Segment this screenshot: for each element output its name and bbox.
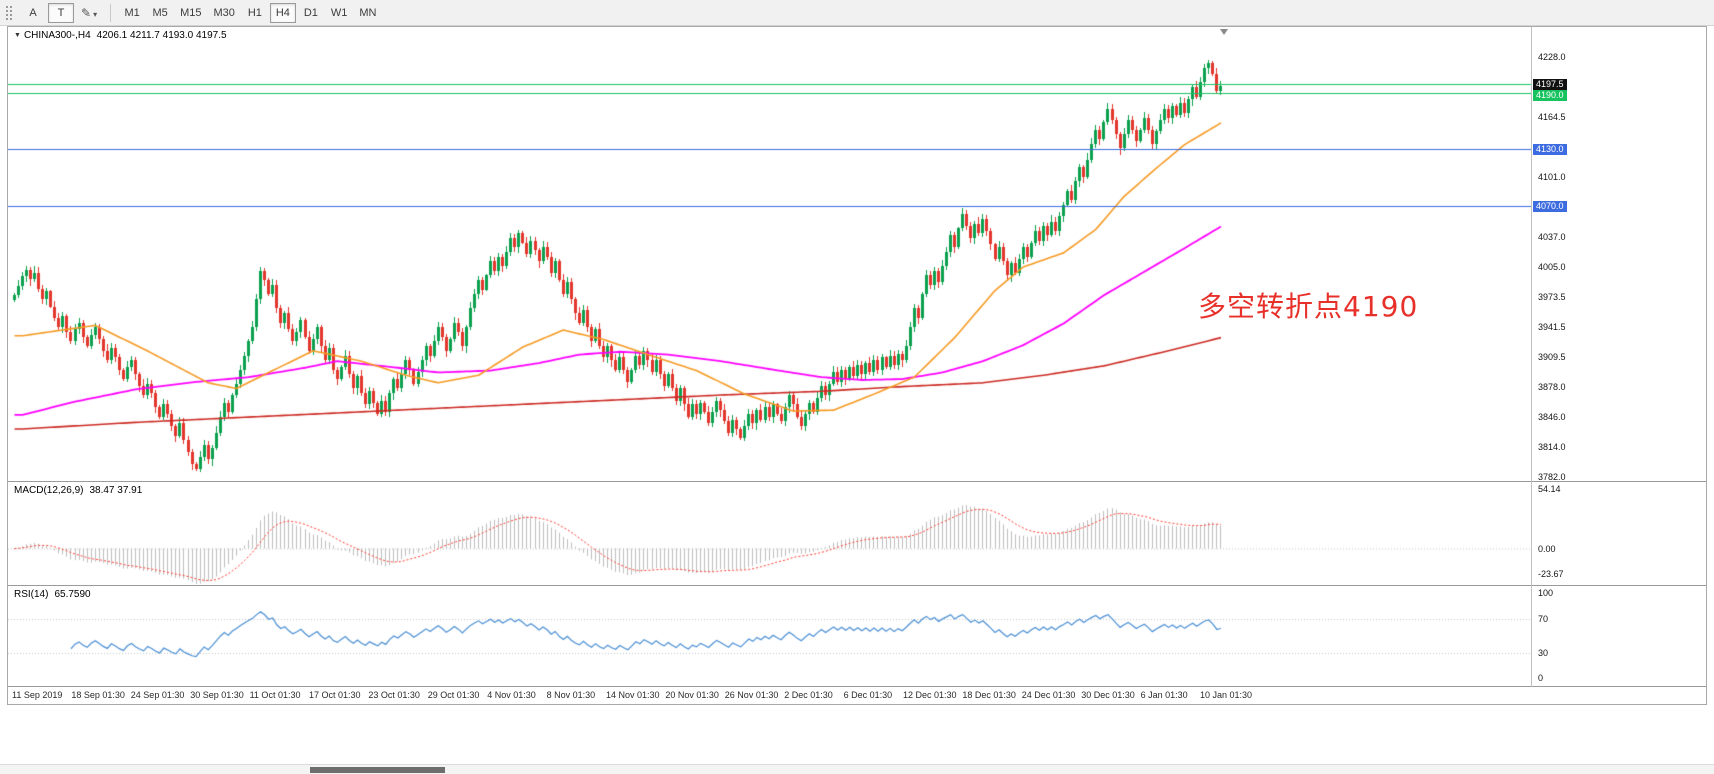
symbol-triangle-icon[interactable]: ▼ [14,32,21,39]
timeframe-d1[interactable]: D1 [298,3,324,23]
price-chart-canvas[interactable] [8,27,1531,481]
chart-shift-marker[interactable] [1220,29,1228,35]
date-axis-label: 29 Oct 01:30 [427,690,480,700]
macd-axis-label: 54.14 [1538,484,1561,495]
timeframe-h1[interactable]: H1 [242,3,268,23]
rsi-axis-label: 100 [1538,588,1554,598]
pencil-icon: ✎ [81,5,92,20]
draw-tool-button[interactable]: ✎ ▾ [76,3,102,23]
timeframe-w1[interactable]: W1 [326,3,353,23]
date-axis-label: 30 Dec 01:30 [1081,690,1135,700]
date-axis-label: 4 Nov 01:30 [487,690,536,700]
date-axis-label: 6 Jan 01:30 [1140,690,1188,700]
rsi-header: RSI(14) 65.7590 [14,589,91,600]
price-axis-label: 3846.0 [1538,411,1566,422]
chart-symbol-label: CHINA300-,H4 [23,30,91,41]
timeframe-m15[interactable]: M15 [175,3,206,23]
chart-ohlc-header: ▼ CHINA300-,H4 4206.1 4211.7 4193.0 4197.5 [14,30,227,41]
rsi-axis-label: 0 [1538,673,1544,683]
rsi-axis-label: 30 [1538,647,1549,658]
date-axis-label: 26 Nov 01:30 [724,690,779,700]
chevron-down-icon: ▾ [93,9,98,19]
price-tag: 4197.5 [1533,78,1567,90]
rsi-axis-label: 70 [1538,613,1549,624]
price-tag: 4130.0 [1533,144,1567,156]
date-axis-label: 14 Nov 01:30 [606,690,660,700]
price-axis-label: 3973.5 [1538,291,1566,302]
rsi-value: 65.7590 [54,589,91,600]
rsi-label: RSI(14) [14,589,49,600]
macd-axis-label: -23.67 [1538,569,1564,580]
price-axis-label: 3909.5 [1538,351,1566,362]
panel-separator[interactable] [8,481,1706,482]
macd-header: MACD(12,26,9) 38.47 37.91 [14,485,142,496]
chart-ohlc-values: 4206.1 4211.7 4193.0 4197.5 [96,30,227,41]
price-axis-label: 4005.0 [1538,261,1566,272]
toolbar-grip-handle[interactable] [5,5,14,21]
timeframe-h4[interactable]: H4 [269,2,296,23]
macd-label: MACD(12,26,9) [14,485,84,496]
annotation-text: 多空转折点4190 [1198,290,1419,323]
timeframe-m1[interactable]: M1 [119,3,145,23]
panel-separator [8,686,1706,687]
text-tool-button[interactable]: A [20,3,46,23]
panel-separator[interactable] [8,585,1706,586]
date-axis-label: 17 Oct 01:30 [309,690,361,700]
horizontal-scrollbar[interactable] [0,764,1714,774]
toolbar: A T ✎ ▾ M1 M5 M15 M30 H1 H4 D1 W1 MN [0,0,1714,26]
date-axis-label: 24 Sep 01:30 [130,690,185,700]
date-axis-label: 20 Nov 01:30 [665,690,719,700]
toolbar-separator [110,3,112,22]
timeframe-m30[interactable]: M30 [208,3,239,23]
timeframe-m5[interactable]: M5 [147,3,173,23]
price-axis-label: 3878.0 [1538,381,1566,392]
price-tag: 4070.0 [1533,200,1567,212]
date-axis-label: 6 Dec 01:30 [843,690,893,700]
scrollbar-thumb[interactable] [310,767,445,773]
date-axis-label: 18 Dec 01:30 [962,690,1016,700]
price-axis-label: 3782.0 [1538,471,1566,482]
chart-window: ▼ CHINA300-,H4 4206.1 4211.7 4193.0 4197.5… [7,26,1707,705]
price-axis-label: 4164.5 [1538,111,1566,122]
price-axis-label: 4228.0 [1538,52,1566,62]
date-axis-label: 2 Dec 01:30 [784,690,833,700]
price-axis-label: 3941.5 [1538,321,1566,332]
date-axis-label: 23 Oct 01:30 [368,690,420,700]
date-axis-label: 30 Sep 01:30 [190,690,244,700]
date-axis-label: 11 Sep 2019 [12,690,63,700]
date-axis-label: 24 Dec 01:30 [1021,690,1076,700]
macd-panel-canvas[interactable] [8,482,1531,585]
date-axis-label: 11 Oct 01:30 [249,690,301,700]
macd-values: 38.47 37.91 [89,485,143,496]
price-axis-border [1531,27,1532,687]
date-axis-label: 18 Sep 01:30 [71,690,125,700]
macd-axis-label: 0.00 [1538,543,1556,554]
date-axis-label: 12 Dec 01:30 [903,690,957,700]
timeframe-bar: M1 M5 M15 M30 H1 H4 D1 W1 MN [118,2,382,23]
label-tool-button[interactable]: T [48,2,74,23]
date-axis-label: 10 Jan 01:30 [1200,690,1253,700]
price-tag: 4190.0 [1533,89,1567,101]
price-axis-label: 4037.0 [1538,231,1566,242]
price-axis-label: 3814.0 [1538,441,1566,452]
date-axis-label: 8 Nov 01:30 [546,690,596,700]
price-axis-label: 4101.0 [1538,171,1566,182]
rsi-panel-canvas[interactable] [8,586,1531,686]
timeframe-mn[interactable]: MN [354,3,381,23]
